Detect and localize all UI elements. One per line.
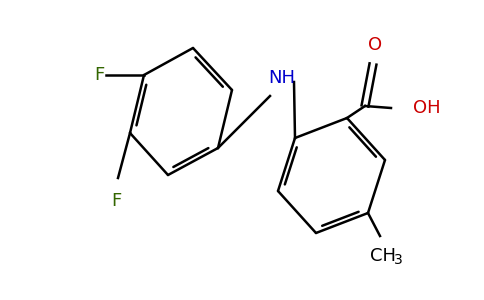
Text: NH: NH xyxy=(268,69,295,87)
Text: F: F xyxy=(111,192,121,210)
Text: CH: CH xyxy=(370,247,396,265)
Text: O: O xyxy=(368,36,382,54)
Text: F: F xyxy=(94,66,104,84)
Text: OH: OH xyxy=(413,99,440,117)
Text: 3: 3 xyxy=(393,253,402,267)
